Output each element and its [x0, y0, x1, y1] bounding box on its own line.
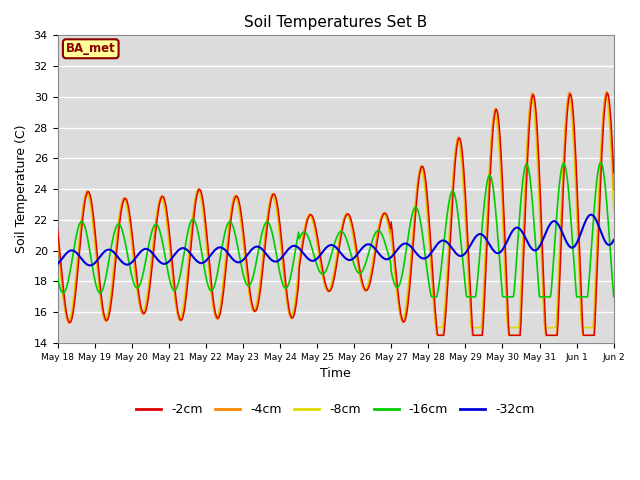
Title: Soil Temperatures Set B: Soil Temperatures Set B	[244, 15, 428, 30]
Y-axis label: Soil Temperature (C): Soil Temperature (C)	[15, 125, 28, 253]
X-axis label: Time: Time	[320, 367, 351, 380]
Text: BA_met: BA_met	[66, 42, 116, 55]
Legend: -2cm, -4cm, -8cm, -16cm, -32cm: -2cm, -4cm, -8cm, -16cm, -32cm	[131, 398, 540, 421]
